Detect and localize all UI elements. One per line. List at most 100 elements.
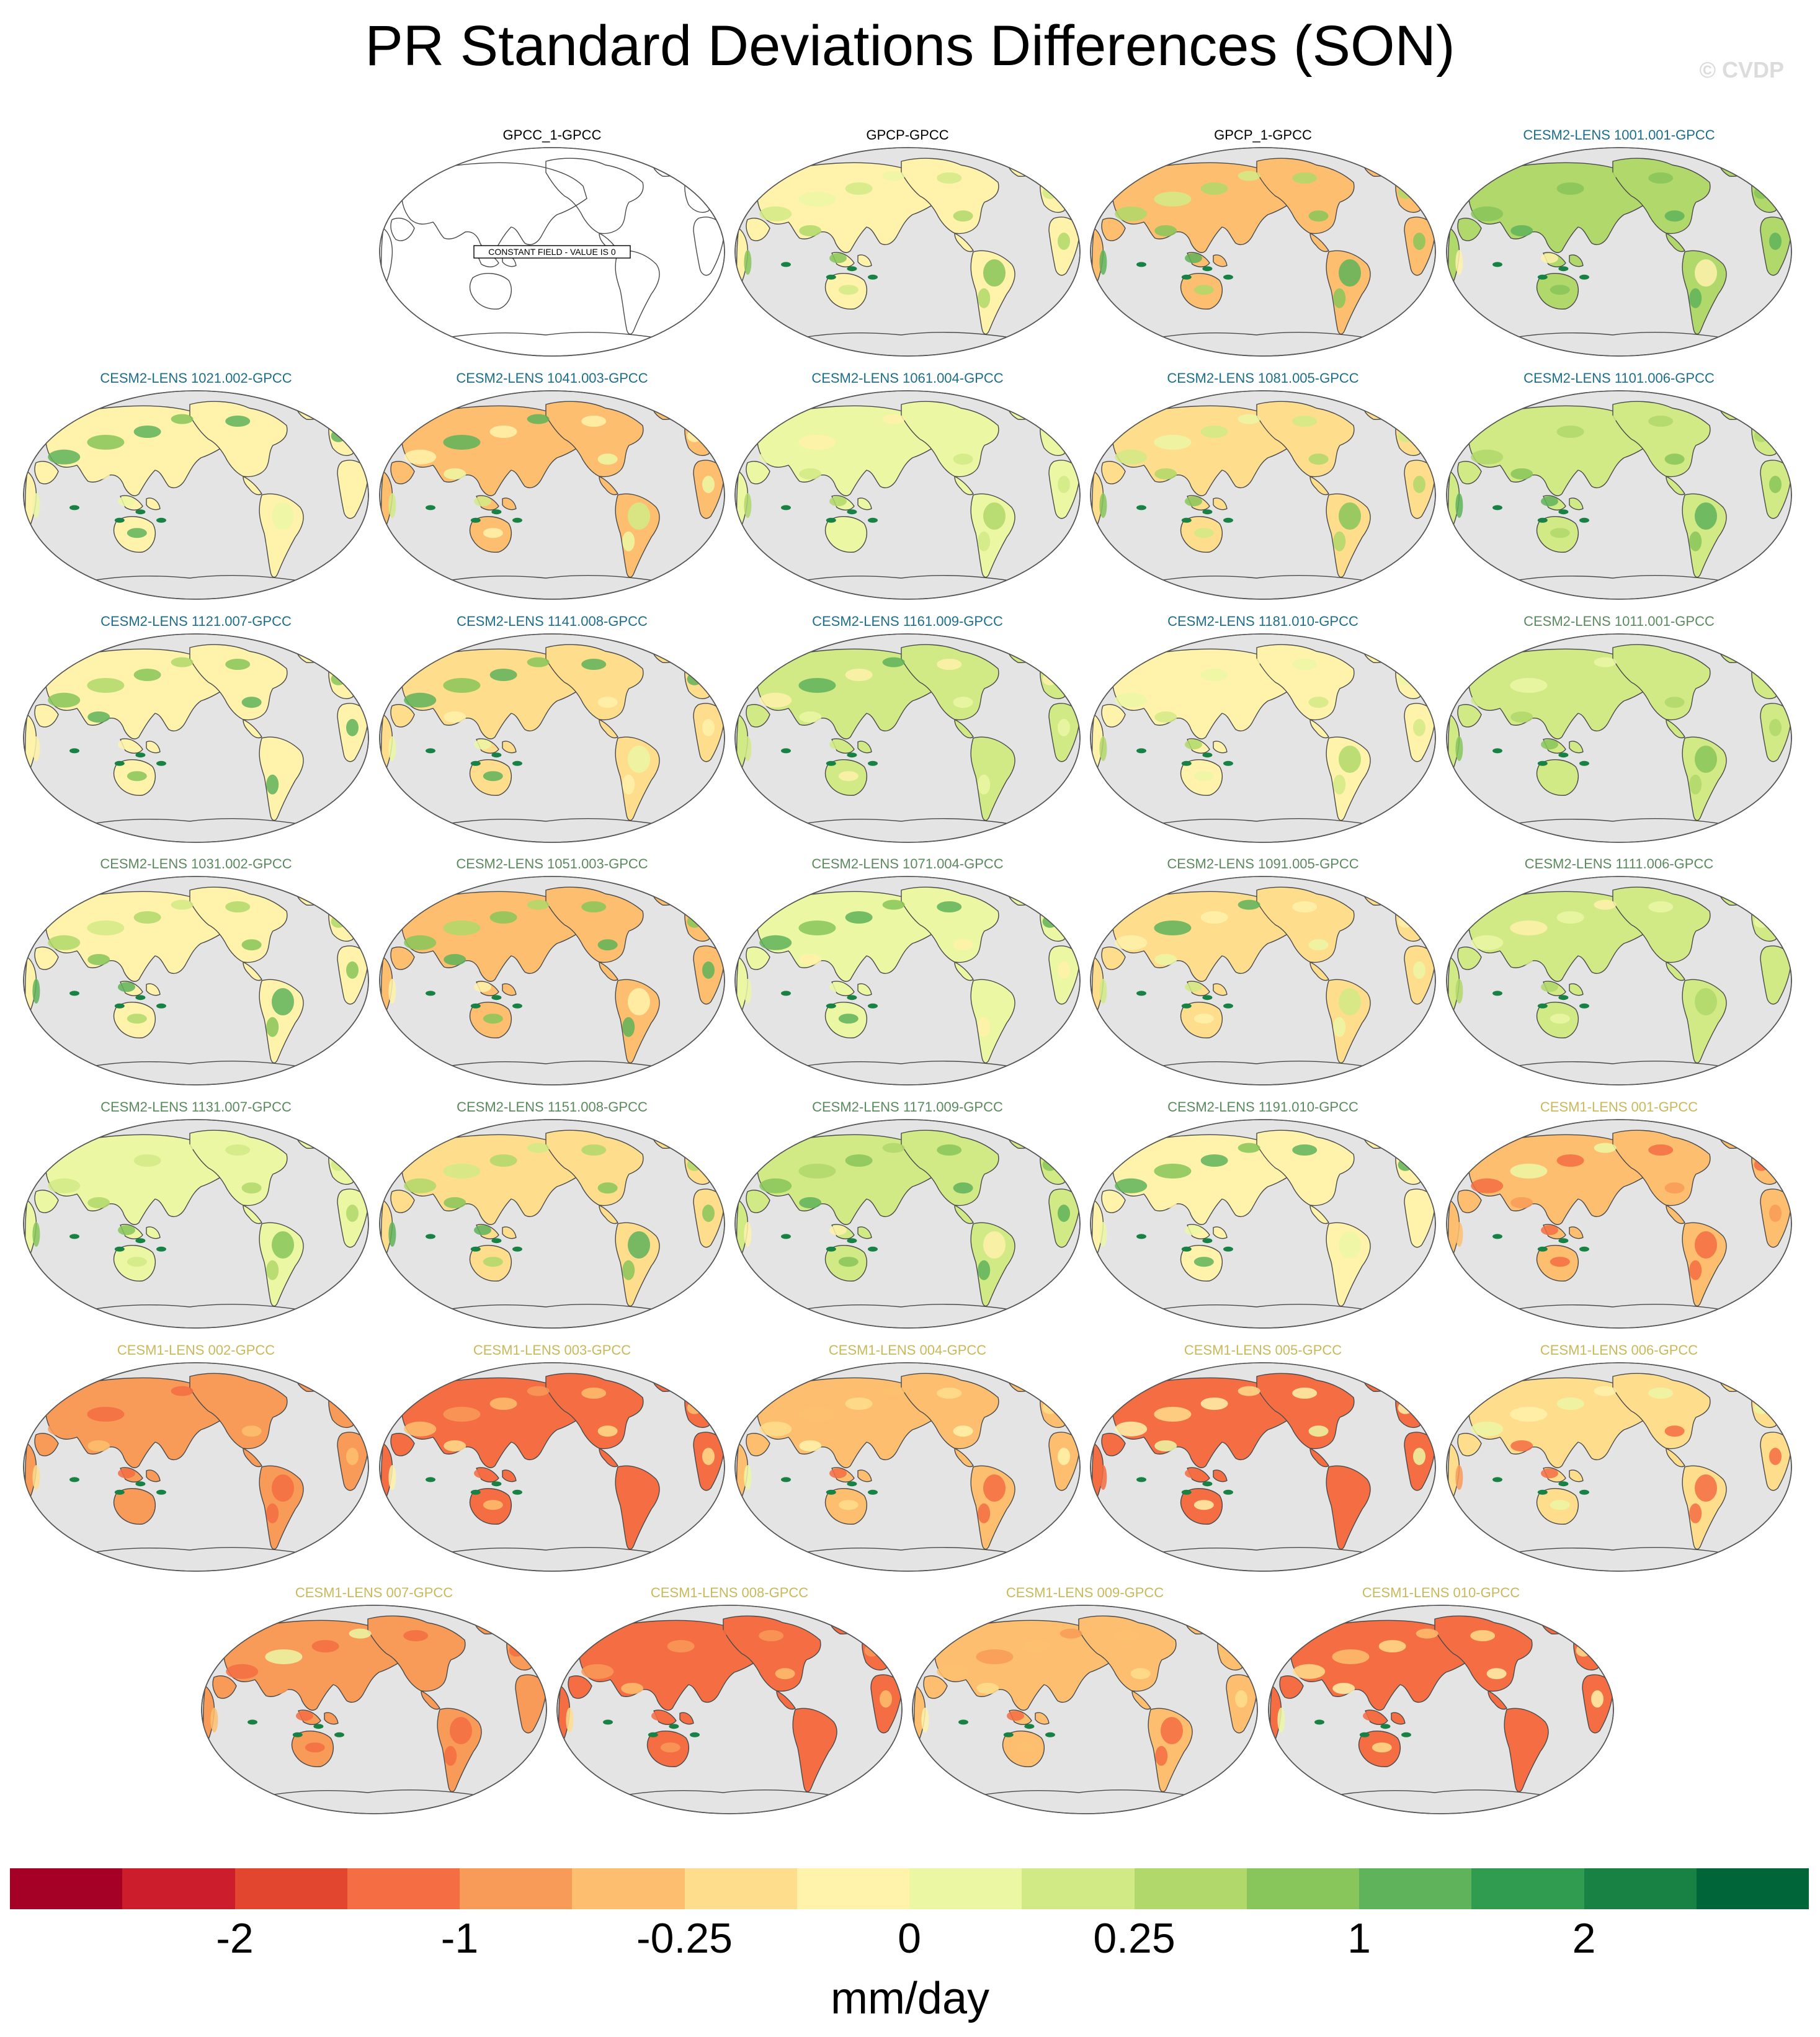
anomaly-blob: [953, 453, 973, 465]
anomaly-blob: [127, 771, 147, 782]
anomaly-blob: [1471, 1421, 1504, 1437]
anomaly-blob: [114, 1246, 125, 1252]
land-camerica: [1666, 476, 1685, 496]
anomaly-blob: [470, 760, 481, 766]
panel-title: CESM2-LENS 1181.010-GPCC: [1167, 613, 1358, 629]
anomaly-blob: [1689, 774, 1702, 795]
anomaly-blob: [1648, 172, 1674, 184]
anomaly-blob: [1115, 1178, 1148, 1193]
anomaly-blob: [702, 1448, 715, 1465]
anomaly-blob: [470, 1003, 481, 1009]
land-namerica: [189, 401, 288, 478]
anomaly-blob: [1664, 939, 1685, 951]
anomaly-blob: [265, 1683, 288, 1694]
anomaly-blob: [512, 1003, 522, 1009]
anomaly-blob: [1223, 274, 1233, 280]
anomaly-blob: [133, 426, 161, 438]
land-namerica: [1612, 886, 1711, 963]
panel-map: [556, 1605, 903, 1814]
panel-map: [1446, 1362, 1792, 1572]
land-antarctica: [966, 1790, 1203, 1798]
land-arabia: [1101, 460, 1126, 484]
panel-title: GPCP-GPCC: [866, 127, 949, 143]
anomaly-blob: [127, 1014, 147, 1024]
anomaly-blob: [1181, 760, 1192, 766]
anomaly-blob: [527, 899, 550, 910]
anomaly-blob: [978, 1503, 991, 1523]
anomaly-blob: [1058, 1448, 1070, 1465]
anomaly-blob: [1689, 1260, 1702, 1280]
anomaly-blob: [491, 1481, 502, 1487]
land-namerica: [901, 644, 999, 721]
anomaly-blob: [1200, 1154, 1228, 1167]
panel-title: CESM2-LENS 1171.009-GPCC: [812, 1099, 1003, 1115]
panel-map: [379, 1362, 725, 1572]
anomaly-blob: [489, 1154, 517, 1167]
anomaly-blob: [87, 468, 110, 479]
anomaly-blob: [581, 1388, 607, 1399]
anomaly-blob: [1769, 961, 1782, 979]
anomaly-blob: [1202, 509, 1213, 515]
land-camerica: [1309, 1448, 1329, 1468]
anomaly-blob: [1510, 468, 1533, 479]
anomaly-blob: [171, 899, 194, 910]
anomaly-blob: [491, 509, 502, 515]
colorbar-tick-label: -1: [440, 1915, 479, 1962]
anomaly-blob: [1181, 517, 1192, 523]
anomaly-blob: [978, 1017, 991, 1037]
land-antarctica: [1501, 1547, 1737, 1556]
anomaly-blob: [847, 266, 857, 272]
anomaly-blob: [1550, 1014, 1570, 1024]
panel-title: CESM2-LENS 1011.001-GPCC: [1523, 613, 1715, 629]
anomaly-blob: [241, 453, 262, 465]
anomaly-blob: [491, 752, 502, 758]
anomaly-blob: [882, 899, 905, 910]
anomaly-blob: [474, 739, 491, 750]
anomaly-blob: [491, 995, 502, 1001]
anomaly-blob: [474, 496, 491, 507]
anomaly-blob: [1769, 1448, 1782, 1465]
anomaly-blob: [266, 1017, 279, 1037]
colorbar-swatch: [122, 1868, 235, 1909]
panel-map: [734, 1362, 1081, 1572]
panel-title: CESM2-LENS 1071.004-GPCC: [811, 856, 1004, 871]
land-camerica: [776, 1690, 796, 1710]
anomaly-blob: [266, 1260, 279, 1280]
anomaly-blob: [1292, 901, 1318, 912]
anomaly-blob: [272, 1231, 294, 1259]
anomaly-blob: [1058, 1205, 1070, 1222]
anomaly-blob: [1537, 517, 1548, 523]
anomaly-blob: [527, 1143, 550, 1153]
anomaly-blob: [838, 285, 859, 295]
anomaly-blob: [1130, 1668, 1151, 1680]
anomaly-blob: [388, 979, 396, 1004]
anomaly-blob: [1058, 719, 1070, 736]
anomaly-blob: [1181, 274, 1192, 280]
land-camerica: [1666, 233, 1685, 252]
panel-title: CESM2-LENS 1121.007-GPCC: [100, 613, 292, 629]
land-arabia: [746, 460, 770, 484]
anomaly-blob: [799, 225, 822, 236]
anomaly-blob: [1308, 453, 1329, 465]
land-namerica: [1612, 401, 1711, 478]
anomaly-blob: [114, 517, 125, 523]
land-arabia: [212, 1675, 237, 1699]
land-namerica: [189, 1373, 288, 1450]
anomaly-blob: [1154, 435, 1192, 450]
anomaly-blob: [781, 991, 791, 996]
anomaly-blob: [829, 253, 847, 264]
colorbar-swatch: [909, 1868, 1022, 1909]
land-antarctica: [78, 575, 314, 584]
anomaly-blob: [32, 736, 40, 761]
anomaly-blob: [171, 414, 194, 424]
anomaly-blob: [581, 901, 607, 912]
anomaly-blob: [1455, 250, 1463, 275]
anomaly-blob: [667, 1640, 695, 1652]
anomaly-blob: [847, 509, 857, 515]
anomaly-blob: [1193, 528, 1214, 538]
land-arabia: [390, 217, 415, 241]
anomaly-blob: [1136, 748, 1146, 754]
anomaly-blob: [1333, 288, 1346, 308]
anomaly-blob: [597, 939, 618, 951]
anomaly-blob: [1339, 502, 1361, 530]
